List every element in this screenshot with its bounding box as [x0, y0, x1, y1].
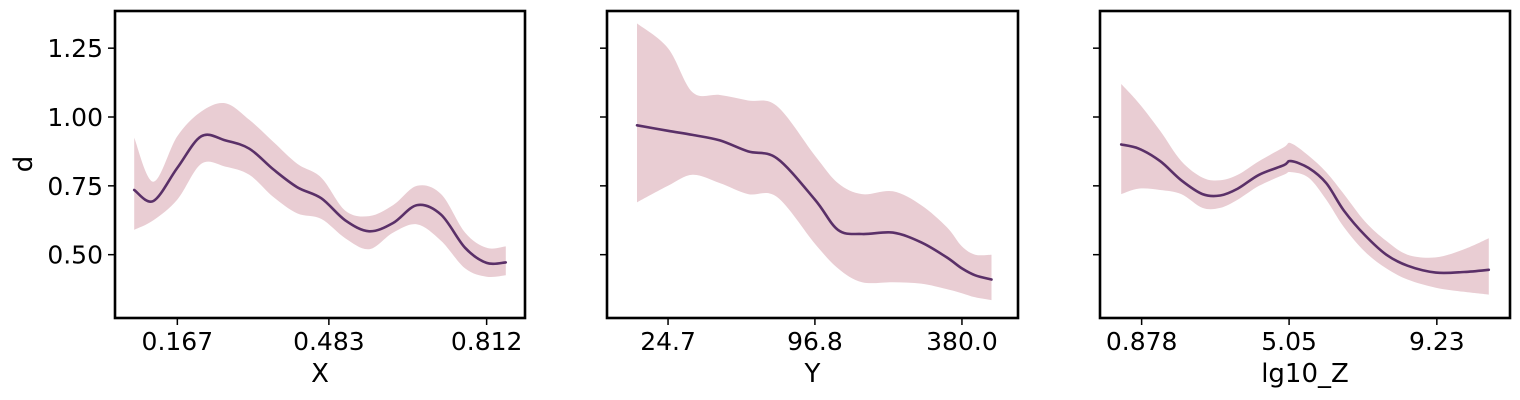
plot-frame	[605, 9, 1020, 320]
y-tick-label: 0.50	[47, 241, 103, 270]
subplot-3: 0.878 5.05 9.23 lg10_Z	[1093, 9, 1512, 389]
subplot-2: 24.7 96.8 380.0 Y	[600, 9, 1020, 389]
y-tick-label: 1.00	[47, 103, 103, 132]
x-axis-label: X	[311, 359, 329, 389]
x-tick-label: 0.167	[142, 327, 214, 356]
x-tick-label: 96.8	[787, 327, 843, 356]
x-tick-label: 24.7	[640, 327, 696, 356]
y-tick-label: 0.75	[47, 172, 103, 201]
x-tick-label: 380.0	[926, 327, 998, 356]
x-axis-label: Y	[804, 359, 821, 389]
x-tick-label: 0.878	[1106, 327, 1178, 356]
y-tick-label: 1.25	[47, 34, 103, 63]
mean-line	[635, 124, 993, 281]
x-tick-label: 0.812	[451, 327, 523, 356]
confidence-band	[1121, 84, 1489, 295]
mean-line	[132, 133, 508, 266]
plot-frame	[1098, 9, 1512, 320]
x-tick-label: 9.23	[1409, 327, 1465, 356]
plot-frame	[113, 9, 527, 320]
subplot-1: 0.50 0.75 1.00 1.25 0.167 0.483 0.812 X	[47, 9, 527, 389]
y-axis-label: d	[9, 156, 39, 173]
confidence-band	[134, 102, 506, 278]
x-tick-label: 0.483	[293, 327, 365, 356]
confidence-band	[637, 23, 992, 301]
x-tick-label: 5.05	[1261, 327, 1317, 356]
mean-line	[1119, 143, 1491, 275]
x-axis-label: lg10_Z	[1261, 359, 1349, 389]
